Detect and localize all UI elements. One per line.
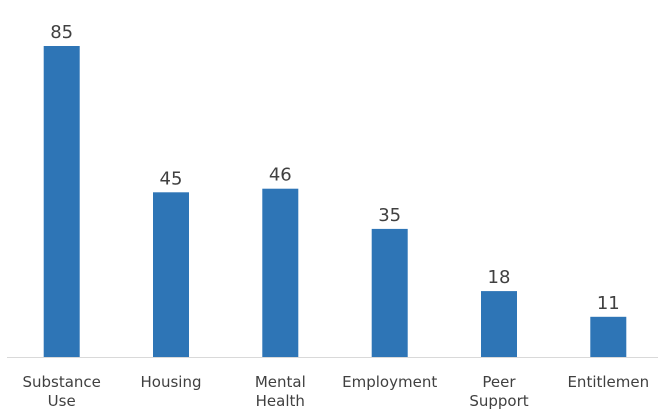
category-label: Housing xyxy=(141,373,202,391)
category-label-line: Substance xyxy=(22,373,100,391)
value-label: 85 xyxy=(50,22,73,43)
bar xyxy=(153,192,189,357)
bar xyxy=(43,46,80,357)
value-label: 45 xyxy=(160,168,183,189)
value-label: 46 xyxy=(269,165,292,186)
category-label-line: Mental xyxy=(255,373,306,391)
bar xyxy=(481,291,517,357)
category-label-line: Employment xyxy=(342,373,437,391)
bar xyxy=(262,188,299,357)
category-label-line: Housing xyxy=(141,373,202,391)
category-labels-group: Substance Use Housing Mental Health Employmen… xyxy=(22,373,649,410)
category-label: Substance Use xyxy=(22,373,100,410)
category-label-line: Use xyxy=(48,392,76,410)
bars-group xyxy=(43,46,627,358)
bar xyxy=(590,316,627,358)
category-label-line: Entitlemen xyxy=(567,373,649,391)
category-label: Entitlemen xyxy=(567,373,649,391)
category-label-line: Support xyxy=(469,392,528,410)
value-labels-group: 85 45 46 35 18 11 xyxy=(50,22,620,314)
category-label: Mental Health xyxy=(255,373,306,410)
category-label: Peer Support xyxy=(469,373,528,410)
value-label: 18 xyxy=(488,267,511,288)
category-label-line: Peer xyxy=(482,373,516,391)
value-label: 11 xyxy=(597,293,620,314)
category-label: Employment xyxy=(342,373,437,391)
value-label: 35 xyxy=(378,205,401,226)
bar xyxy=(371,228,408,357)
category-label-line: Health xyxy=(256,392,305,410)
